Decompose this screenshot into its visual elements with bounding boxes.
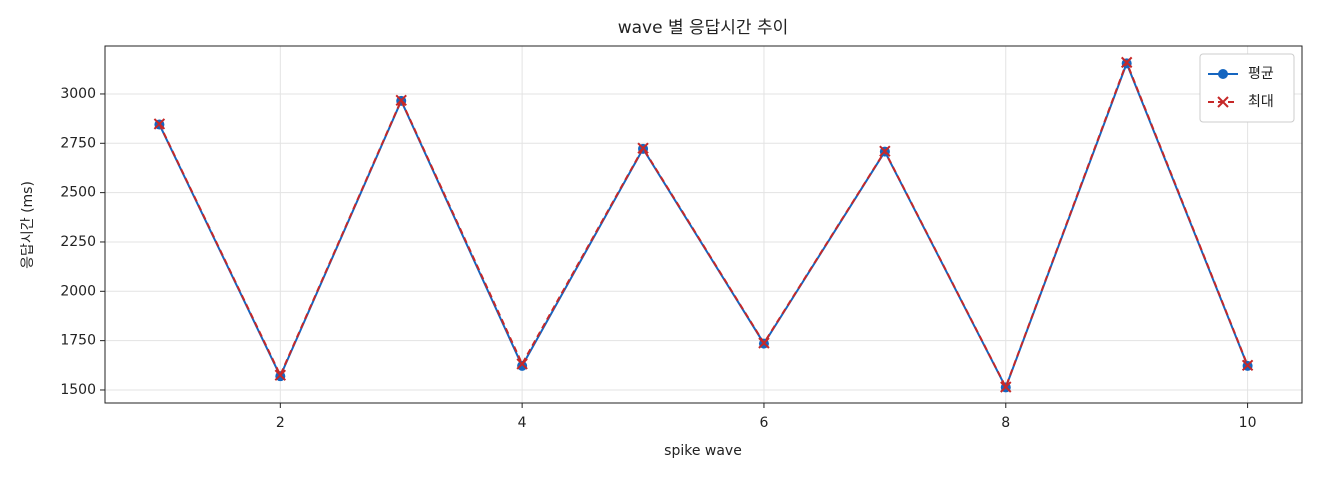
marker-stroke xyxy=(274,369,287,381)
legend-box xyxy=(1199,53,1295,123)
marker-stroke xyxy=(637,142,649,154)
legend-label: 최대 xyxy=(1248,94,1274,110)
x-axis-label: spike wave xyxy=(664,443,742,459)
marker xyxy=(153,118,166,130)
marker xyxy=(517,360,528,371)
y-tick-label: 2750 xyxy=(60,135,96,151)
x-tick-label: 6 xyxy=(759,415,768,431)
marker-stroke xyxy=(1000,381,1012,393)
marker-stroke xyxy=(153,118,166,130)
legend-label: 평균 xyxy=(1248,66,1274,82)
series-line xyxy=(158,60,1249,390)
marker xyxy=(879,145,891,157)
x-tick-label: 2 xyxy=(276,415,285,431)
marker xyxy=(1217,96,1229,108)
marker xyxy=(516,358,528,370)
x-tick-label: 10 xyxy=(1239,415,1257,431)
marker xyxy=(274,369,287,381)
y-axis-label: 응답시간 (ms) xyxy=(20,181,36,269)
marker xyxy=(1000,381,1012,393)
x-tick-label: 4 xyxy=(518,415,527,431)
y-tick-label: 1500 xyxy=(60,382,96,398)
marker-stroke xyxy=(758,337,770,349)
y-tick-label: 2000 xyxy=(60,283,96,299)
marker-stroke xyxy=(395,94,407,106)
chart-title: wave 별 응답시간 추이 xyxy=(618,18,789,38)
marker-stroke xyxy=(1120,56,1133,69)
plot-frame xyxy=(104,45,1303,404)
marker-stroke xyxy=(1241,359,1254,372)
marker-stroke xyxy=(1217,96,1229,108)
y-tick-label: 2250 xyxy=(60,234,96,250)
marker xyxy=(1120,56,1133,69)
marker-stroke xyxy=(879,145,891,157)
marker xyxy=(395,94,407,106)
marker-stroke xyxy=(516,358,528,370)
marker xyxy=(1218,69,1228,79)
marker xyxy=(1241,359,1254,372)
series-line xyxy=(158,59,1249,390)
y-tick-label: 2500 xyxy=(60,185,96,201)
x-tick-label: 8 xyxy=(1001,415,1010,431)
y-tick-label: 3000 xyxy=(60,86,96,102)
y-tick-label: 1750 xyxy=(60,333,96,349)
marker xyxy=(758,337,770,349)
marker xyxy=(637,142,649,154)
